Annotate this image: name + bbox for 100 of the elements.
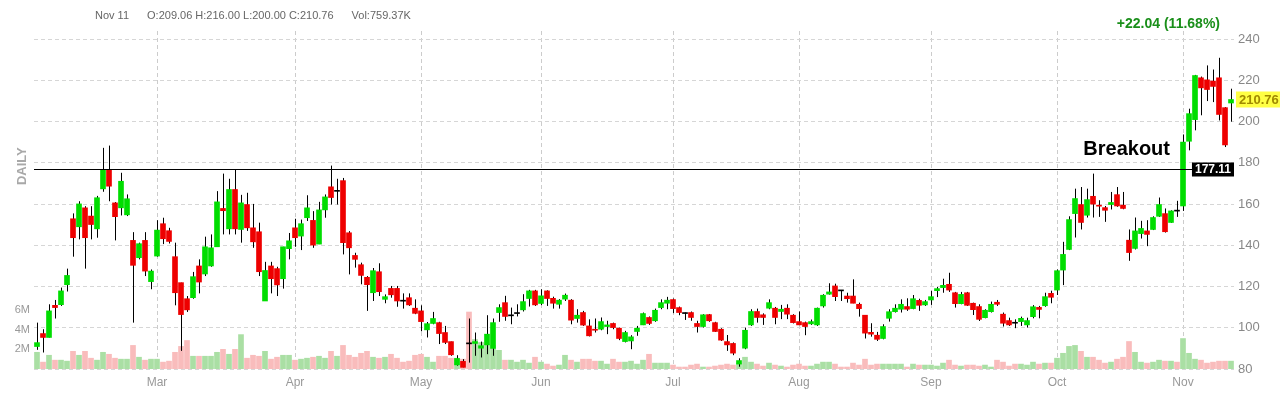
bar [772,364,778,369]
bar [196,355,202,369]
bar [766,362,772,369]
y2-tick-label: 4M [14,322,30,335]
candlestick [1090,173,1096,219]
candlestick [298,219,304,251]
bar [1228,360,1234,369]
candlestick [220,173,226,235]
candlestick [196,258,202,294]
candlestick [358,262,364,285]
candlestick [52,299,58,320]
bar [334,355,340,369]
bar [142,359,148,369]
x-tick-label: Mar [146,374,168,389]
y-tick-label: 180 [1238,154,1260,170]
bar [40,361,46,369]
x-tick-label: Oct [1047,374,1067,389]
y2-tick-label: 6M [14,303,30,316]
candlestick [1162,207,1168,234]
x-tick-label: Apr [285,374,305,389]
bar [568,359,574,369]
candlestick [364,275,370,312]
bar [376,357,382,369]
bar [1108,361,1114,369]
bar [262,350,268,369]
candlestick [190,271,196,300]
bar [136,356,142,369]
x-tick-label: May [409,374,433,389]
bar [1174,361,1180,369]
candlestick [400,292,406,310]
ref-line-label: 177.11 [1194,162,1232,177]
candlestick [1084,188,1090,219]
candlestick [1072,188,1078,239]
bar [52,359,58,369]
candlestick [334,178,340,206]
candlestick [34,322,40,351]
text: 210.76 [1239,91,1279,107]
bar [370,356,376,369]
text: Nov 11 [95,9,130,22]
candlestick [304,194,310,222]
bar [532,356,538,369]
bar [76,354,82,369]
bar [232,349,238,369]
candlestick [946,272,952,293]
candlestick [292,218,298,248]
bar [1042,362,1048,369]
bar [1048,362,1054,369]
bar [574,361,580,369]
bar [382,356,388,369]
bar [904,366,910,369]
bar [958,365,964,369]
candlestick [1156,197,1162,218]
candlestick [58,287,64,307]
bar [220,349,226,369]
bar [1144,362,1150,369]
candlestick [1228,88,1234,123]
candlestick [1054,268,1060,296]
candlestick [112,201,118,241]
candlestick [1126,228,1132,262]
bar [328,350,334,369]
x-tick-label: Nov [1172,374,1194,389]
y-tick-label: 120 [1238,278,1260,294]
candlestick [1078,186,1084,230]
bar [70,350,76,369]
bar [1162,360,1168,369]
bar [538,361,544,369]
candlestick [1060,241,1066,286]
candlestick [376,262,382,297]
x-tick-label: Jun [531,374,551,389]
bar [46,354,52,369]
y-tick-label: 200 [1238,113,1260,129]
candlestick [40,328,46,354]
bar [1036,363,1042,369]
candlestick [76,200,82,240]
bar [238,334,244,369]
x-tick-label: Aug [788,374,810,389]
bar [778,365,784,369]
candlestick [568,298,574,325]
y-tick-label: 80 [1238,360,1253,376]
bar [130,345,136,369]
y2-tick-label: 2M [14,342,30,355]
candlestick [322,193,328,219]
bar [1078,350,1084,369]
bar [34,351,40,369]
candlestick [148,268,154,290]
bar [916,364,922,369]
text: O:209.06 H:216.00 L:200.00 C:210.76 [147,9,334,22]
bar [1084,356,1090,369]
bar [646,353,652,369]
x-tick-label: Jul [665,374,681,389]
bar [1168,360,1174,369]
y-tick-label: 160 [1238,195,1260,211]
y-tick-label: 220 [1238,72,1260,88]
candlestick [370,267,376,302]
x-tick-label: Sep [920,374,942,389]
candlestick [1144,219,1150,247]
bar [700,366,706,369]
candlestick [64,268,70,293]
bar [226,353,232,369]
text: +22.04 (11.68%) [1116,14,1220,31]
